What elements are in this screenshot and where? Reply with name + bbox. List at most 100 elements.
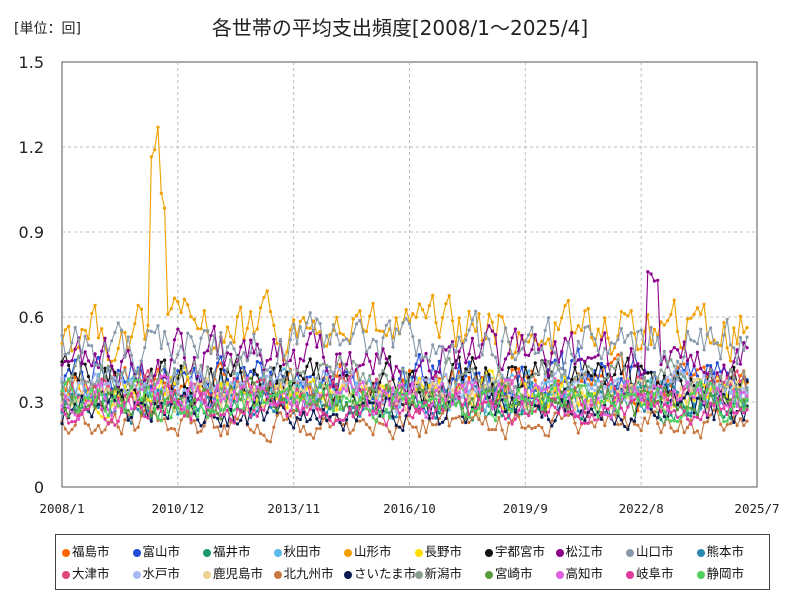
data-point <box>487 312 491 316</box>
data-point <box>76 337 81 341</box>
data-point <box>96 388 101 392</box>
data-point <box>589 374 594 378</box>
data-point <box>368 345 372 349</box>
data-point <box>166 376 170 380</box>
data-point <box>414 353 418 358</box>
data-point <box>589 386 594 390</box>
data-point <box>338 331 342 335</box>
data-point <box>245 392 249 396</box>
data-point <box>725 404 729 408</box>
data-point <box>596 361 600 366</box>
data-point <box>235 404 240 408</box>
data-point <box>258 389 263 394</box>
data-point <box>497 390 501 394</box>
data-point <box>745 379 749 384</box>
data-point <box>374 388 379 392</box>
data-point <box>378 386 382 391</box>
data-point <box>579 328 584 333</box>
data-point <box>556 379 561 383</box>
data-point <box>381 422 385 426</box>
data-point <box>401 408 405 412</box>
data-point <box>487 412 491 416</box>
data-point <box>285 370 289 374</box>
data-point <box>742 423 746 428</box>
data-point <box>666 409 670 413</box>
data-point <box>275 393 279 397</box>
data-point <box>86 374 91 379</box>
data-point <box>103 409 107 413</box>
data-point <box>563 395 567 399</box>
data-point <box>636 397 640 401</box>
data-point <box>553 379 557 383</box>
data-point <box>301 377 306 381</box>
data-point <box>543 358 547 362</box>
data-point <box>63 359 67 363</box>
data-point <box>632 332 637 336</box>
data-point <box>672 385 676 389</box>
data-point <box>139 387 144 391</box>
data-point <box>179 364 183 368</box>
data-point <box>503 398 508 403</box>
data-point <box>646 392 650 396</box>
legend-item: 新潟市 <box>414 563 462 582</box>
data-point <box>106 364 110 368</box>
data-point <box>328 402 332 406</box>
data-point <box>639 346 643 351</box>
data-point <box>652 392 657 396</box>
data-point <box>192 411 196 416</box>
data-point <box>129 362 134 366</box>
data-point <box>679 355 683 359</box>
data-point <box>268 310 273 314</box>
data-point <box>718 392 723 396</box>
data-point <box>162 364 167 368</box>
data-point <box>179 331 183 335</box>
data-point <box>523 426 527 430</box>
data-point <box>212 346 216 350</box>
data-point <box>70 427 74 432</box>
data-point <box>609 364 613 368</box>
data-point <box>682 431 686 435</box>
data-point <box>709 341 713 345</box>
data-point <box>103 382 107 386</box>
data-point <box>490 388 494 392</box>
data-point <box>308 432 312 436</box>
data-point <box>298 325 302 329</box>
data-point <box>384 373 388 377</box>
data-point <box>219 434 223 438</box>
data-point <box>709 387 713 392</box>
data-point <box>378 390 382 394</box>
data-point <box>510 356 514 360</box>
data-point <box>517 395 521 400</box>
data-point <box>295 391 299 396</box>
data-point <box>646 313 650 317</box>
data-point <box>199 429 203 433</box>
data-point <box>133 379 137 383</box>
data-point <box>632 386 637 391</box>
data-point <box>675 376 680 380</box>
data-point <box>679 399 683 404</box>
data-point <box>546 385 551 390</box>
data-point <box>139 401 144 405</box>
data-point <box>113 412 117 416</box>
data-point <box>219 330 223 335</box>
data-point <box>374 411 379 415</box>
data-point <box>242 406 246 410</box>
data-point <box>318 397 322 401</box>
data-point <box>113 394 117 398</box>
data-point <box>196 408 200 413</box>
data-point <box>93 372 97 376</box>
data-point <box>672 408 676 413</box>
data-point <box>745 388 749 392</box>
data-point <box>513 375 518 379</box>
data-point <box>169 400 173 404</box>
data-point <box>556 367 561 371</box>
data-point <box>196 415 200 419</box>
data-point <box>166 384 170 388</box>
data-point <box>675 429 680 433</box>
data-point <box>493 380 498 384</box>
data-point <box>239 390 243 394</box>
data-point <box>397 331 402 335</box>
data-point <box>576 409 580 413</box>
data-point <box>199 400 203 404</box>
data-point <box>76 417 81 421</box>
